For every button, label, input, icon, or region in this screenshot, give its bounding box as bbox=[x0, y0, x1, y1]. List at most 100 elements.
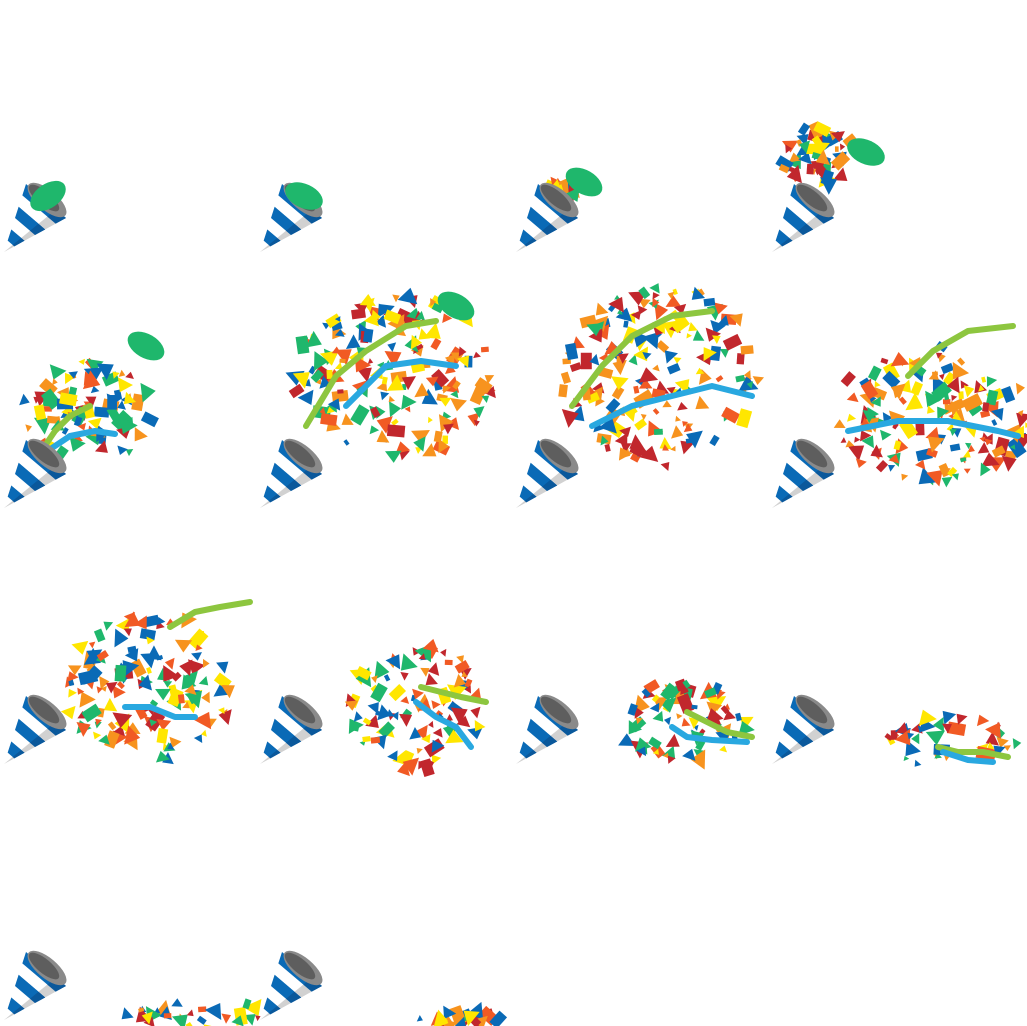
confetti-piece bbox=[327, 398, 341, 411]
confetti-piece bbox=[898, 396, 907, 405]
confetti-piece bbox=[682, 421, 689, 427]
confetti-piece bbox=[665, 733, 680, 747]
confetti-piece bbox=[107, 395, 117, 410]
confetti-piece bbox=[445, 417, 460, 431]
confetti-piece bbox=[94, 440, 108, 453]
confetti-piece bbox=[867, 365, 882, 382]
confetti-piece bbox=[735, 374, 746, 383]
confetti-piece bbox=[118, 369, 126, 377]
confetti-piece bbox=[649, 702, 660, 713]
confetti-piece bbox=[715, 375, 724, 383]
confetti-piece bbox=[61, 427, 69, 435]
confetti-piece bbox=[78, 358, 86, 365]
confetti-piece bbox=[121, 1007, 134, 1020]
confetti-piece bbox=[652, 408, 660, 415]
sprite-frame-10 bbox=[256, 512, 512, 778]
confetti-piece bbox=[320, 413, 338, 427]
confetti-piece bbox=[445, 729, 464, 744]
confetti-piece bbox=[474, 719, 486, 732]
confetti-piece bbox=[442, 435, 449, 444]
confetti-piece bbox=[139, 628, 157, 641]
confetti-piece bbox=[949, 398, 966, 413]
confetti-piece bbox=[213, 681, 229, 697]
confetti-piece bbox=[833, 419, 846, 428]
confetti-piece bbox=[138, 1007, 145, 1013]
confetti-piece bbox=[33, 396, 41, 404]
confetti-piece bbox=[353, 711, 363, 722]
confetti-piece bbox=[458, 346, 467, 357]
confetti-piece bbox=[918, 709, 937, 726]
confetti-piece bbox=[370, 682, 388, 703]
confetti-piece bbox=[141, 1011, 153, 1025]
confetti-piece bbox=[796, 145, 808, 156]
confetti-piece bbox=[676, 713, 683, 720]
confetti-piece bbox=[68, 371, 78, 379]
confetti-piece bbox=[46, 415, 59, 424]
confetti-piece bbox=[894, 728, 911, 746]
confetti-piece bbox=[124, 648, 139, 662]
streamer-blue bbox=[37, 428, 118, 459]
confetti-piece bbox=[618, 353, 629, 364]
confetti-piece bbox=[965, 442, 972, 450]
confetti-piece bbox=[186, 1009, 194, 1017]
confetti-piece bbox=[418, 760, 425, 770]
confetti-piece bbox=[706, 701, 723, 715]
cone-shade bbox=[516, 500, 527, 508]
confetti-piece bbox=[1003, 745, 1011, 751]
popper-cone-icon bbox=[260, 438, 323, 508]
cone-shade bbox=[533, 230, 547, 241]
sprite-frame-3 bbox=[512, 0, 768, 256]
confetti-piece bbox=[445, 713, 453, 722]
confetti-piece bbox=[469, 385, 487, 405]
cone-shade bbox=[277, 486, 291, 497]
confetti-piece bbox=[425, 673, 438, 686]
cone-shade bbox=[550, 728, 568, 742]
confetti-piece bbox=[427, 662, 440, 676]
confetti-piece bbox=[673, 357, 682, 364]
confetti-piece bbox=[221, 684, 235, 699]
cone-stripe bbox=[772, 496, 783, 508]
popper-cone-icon bbox=[516, 182, 579, 252]
sprite-frame-canvas bbox=[260, 182, 323, 252]
confetti-piece bbox=[564, 342, 579, 361]
confetti-piece bbox=[288, 383, 305, 399]
confetti-piece bbox=[399, 713, 413, 727]
cone-shade bbox=[524, 749, 537, 759]
confetti-piece bbox=[652, 710, 664, 722]
cone-shade bbox=[12, 237, 25, 247]
streamer-green bbox=[418, 684, 489, 705]
confetti-piece bbox=[963, 468, 971, 474]
cone-stripe bbox=[772, 752, 783, 764]
confetti-piece bbox=[648, 736, 662, 750]
cone-mouth-inner bbox=[28, 440, 60, 468]
sprite-frame-13 bbox=[0, 768, 262, 1026]
confetti-piece bbox=[928, 370, 939, 380]
confetti-piece bbox=[387, 342, 397, 352]
confetti-piece bbox=[705, 327, 722, 342]
confetti-piece bbox=[611, 376, 629, 390]
cone-shade bbox=[789, 486, 803, 497]
confetti-piece bbox=[952, 361, 970, 380]
confetti-piece bbox=[401, 376, 417, 391]
confetti-piece bbox=[667, 362, 681, 375]
confetti-piece bbox=[184, 671, 198, 687]
confetti-piece bbox=[400, 696, 410, 704]
confetti-piece bbox=[380, 391, 390, 401]
confetti-piece bbox=[746, 381, 754, 389]
confetti-piece bbox=[421, 733, 431, 744]
sprite-frame-canvas bbox=[4, 599, 253, 765]
cone-shade bbox=[780, 493, 793, 503]
confetti-piece bbox=[292, 372, 310, 389]
confetti-piece bbox=[569, 362, 582, 373]
confetti-piece bbox=[948, 413, 954, 420]
confetti-piece bbox=[959, 456, 967, 463]
confetti-piece bbox=[580, 352, 592, 370]
confetti-piece bbox=[93, 731, 102, 740]
confetti-piece bbox=[932, 717, 945, 733]
confetti-piece bbox=[167, 687, 184, 708]
confetti-piece bbox=[39, 378, 58, 397]
confetti-piece bbox=[949, 443, 961, 452]
confetti-piece bbox=[461, 670, 468, 677]
confetti-piece bbox=[464, 685, 471, 694]
confetti-piece bbox=[131, 393, 145, 412]
